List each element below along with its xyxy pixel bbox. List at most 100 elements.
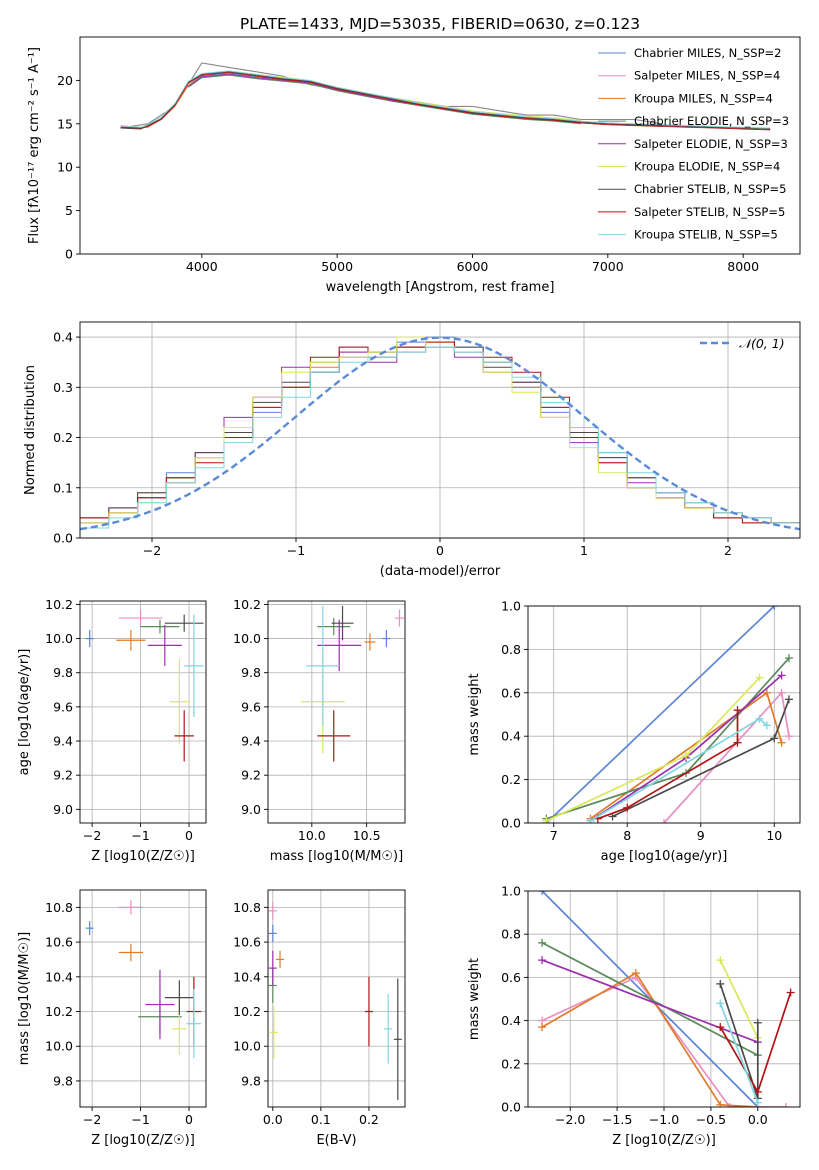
x-tick-label: 5000 — [321, 259, 353, 274]
y-tick-label: 10.0 — [233, 631, 261, 646]
plot-area — [85, 900, 202, 1059]
legend: Chabrier MILES, N_SSP=2 Salpeter MILES, N… — [598, 46, 789, 242]
data-point — [306, 606, 340, 726]
series-marker — [542, 816, 551, 823]
x-tick-label: 10.5 — [353, 828, 381, 843]
plot-area — [80, 336, 800, 531]
panel-mass_vs_age: 10.0 10.5 9.0 9.2 9.4 9.6 9.8 10.0 10.2 mass [log… — [233, 597, 406, 864]
plot-area — [300, 606, 404, 762]
series-marker — [784, 654, 793, 663]
y-tick-label: 0.6 — [501, 970, 521, 985]
plot-area — [542, 606, 793, 823]
x-tick-label: 10 — [766, 828, 782, 843]
axes-frame — [79, 600, 207, 824]
y-tick-label: 10 — [57, 160, 73, 175]
data-point — [382, 630, 391, 648]
data-point — [317, 619, 362, 672]
data-point — [140, 619, 180, 634]
series-marker — [781, 1103, 790, 1107]
series-marker — [660, 819, 668, 823]
y-tick-label: 10.4 — [233, 969, 261, 984]
series-marker — [538, 938, 547, 947]
series-marker — [762, 721, 771, 730]
x-tick-label: −1 — [131, 1112, 149, 1127]
y-tick-label: 10.4 — [45, 969, 73, 984]
series-marker — [770, 606, 779, 610]
data-point — [164, 980, 194, 1015]
y-tick-label: 10.2 — [45, 1004, 73, 1019]
y-tick-label: 1.0 — [501, 599, 521, 614]
series-line — [541, 942, 759, 1056]
x-tick-label: 0.0 — [263, 1112, 283, 1127]
legend-entry: Salpeter MILES, N_SSP=4 — [634, 69, 780, 83]
series-line — [120, 72, 771, 131]
y-tick-label: 10.2 — [233, 1004, 261, 1019]
y-axis-label: age [log10(age/yr)] — [17, 649, 32, 776]
x-tick-label: −1.5 — [602, 1112, 632, 1127]
data-point — [184, 614, 204, 718]
data-point — [395, 609, 404, 627]
data-point — [186, 988, 202, 1059]
x-tick-label: 1 — [580, 543, 588, 558]
y-tick-label: 5 — [65, 203, 73, 218]
series-line — [541, 971, 758, 1107]
x-axis-label: E(B-V) — [316, 1133, 356, 1148]
series-marker — [682, 751, 691, 760]
axes-frame — [79, 36, 801, 255]
data-point — [268, 950, 277, 986]
y-tick-label: 10.0 — [233, 1039, 261, 1054]
data-point — [268, 924, 277, 943]
series-marker — [733, 706, 742, 715]
data-point — [364, 976, 373, 1047]
legend-entry: Chabrier ELODIE, N_SSP=3 — [634, 114, 789, 128]
series-marker — [716, 956, 725, 965]
y-tick-label: 20 — [57, 73, 73, 88]
y-tick-label: 0.0 — [53, 531, 73, 546]
x-axis-label: Z [log10(Z/Z☉)] — [91, 849, 195, 864]
y-tick-label: 0.2 — [501, 772, 521, 787]
data-point — [118, 943, 143, 962]
y-tick-label: 0.0 — [501, 1100, 521, 1115]
y-tick-label: 10.0 — [45, 1039, 73, 1054]
panel-mass_weight_vs_z: −2.0 −1.5 −1.0 −0.5 0.0 0.0 0.2 0.4 0.6 0.8 1.0 Z [… — [467, 884, 801, 1148]
y-tick-label: 9.0 — [53, 802, 73, 817]
panel-residuals: −2 −1 0 1 2 0.0 0.1 0.2 0.3 0.4 (data-model)/error… — [23, 321, 801, 579]
plot-area — [120, 62, 771, 131]
data-point — [169, 659, 190, 745]
series-marker — [538, 891, 547, 895]
series-marker — [733, 738, 742, 747]
x-tick-label: 0.2 — [359, 1112, 379, 1127]
x-axis-label: age [log10(age/yr)] — [601, 849, 728, 864]
data-spectrum — [120, 62, 663, 129]
y-tick-label: 0.1 — [53, 480, 73, 495]
x-tick-label: 0.1 — [311, 1112, 331, 1127]
x-tick-label: 9 — [697, 828, 705, 843]
y-tick-label: 10.8 — [45, 900, 73, 915]
x-tick-label: 6000 — [457, 259, 489, 274]
y-tick-label: 10.8 — [233, 900, 261, 915]
y-tick-label: 9.8 — [241, 665, 261, 680]
plot-area — [268, 902, 402, 1101]
series-marker — [755, 714, 764, 723]
y-tick-label: 9.8 — [53, 1073, 73, 1088]
data-point — [268, 902, 277, 920]
data-point — [269, 1006, 278, 1059]
data-point — [384, 994, 393, 1064]
x-tick-label: 10.0 — [298, 828, 326, 843]
y-tick-label: 9.8 — [53, 665, 73, 680]
x-tick-label: 8 — [623, 828, 631, 843]
x-tick-label: 0.0 — [748, 1112, 768, 1127]
axes-frame — [79, 889, 207, 1108]
series-marker — [784, 695, 793, 704]
x-axis-label: (data-model)/error — [380, 564, 501, 579]
data-point — [118, 609, 163, 627]
y-tick-label: 9.6 — [53, 699, 73, 714]
y-tick-label: 10.2 — [233, 597, 261, 612]
series-marker — [623, 803, 632, 812]
y-tick-label: 1.0 — [501, 884, 521, 899]
x-axis-label: wavelength [Angstrom, rest frame] — [326, 280, 555, 295]
x-tick-label: 0 — [185, 1112, 193, 1127]
data-point — [145, 969, 175, 1040]
y-tick-label: 0.4 — [53, 330, 73, 345]
legend-entry: Chabrier STELIB, N_SSP=5 — [634, 182, 786, 196]
